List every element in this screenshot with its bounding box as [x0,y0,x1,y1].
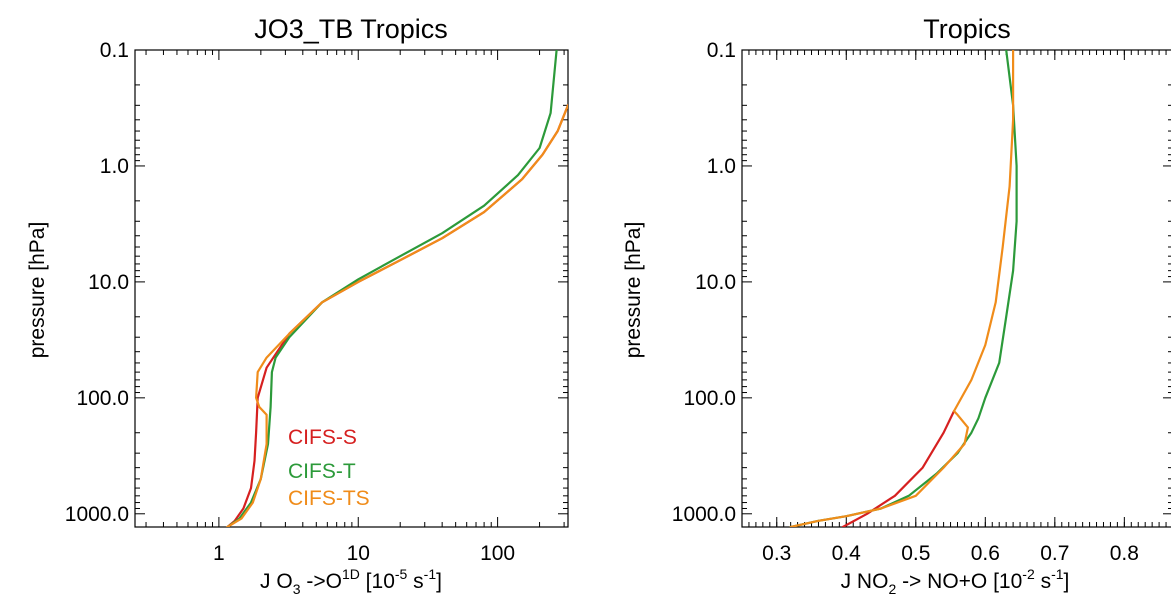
jno2-y-tick-label: 1.0 [707,155,736,178]
jo3-line-cifs-t [226,50,558,527]
jo3-series-lines [226,50,568,527]
jno2-y-tick-label: 1000.0 [672,503,736,526]
jo3-y-axis-label: pressure [hPa] [26,222,49,359]
jno2-x-axis-label: J NO2 -> NO+O [10-2 s-1] [841,566,1070,596]
jno2-x-tick-label: 0.7 [1040,542,1069,565]
jno2-x-tick-label: 0.6 [971,542,1000,565]
jo3-line-cifs-s [226,104,568,527]
jno2-line-cifs-t [789,50,1018,527]
jo3-x-tick-label: 100 [480,542,515,565]
jno2-chart: Tropics pressure [hPa] J NO2 -> NO+O [10… [622,14,1171,596]
jo3-x-tick-label: 1 [213,542,225,565]
legend-entry-cifs-t: CIFS-T [288,460,356,483]
jno2-y-tick-label: 0.1 [707,39,736,62]
jno2-axis-ticks: 0.1 1.0 10.0 100.0 1000.0 0.3 0.4 0.5 0.6 0.7 0.8 [672,39,1171,565]
jno2-line-cifs-s [841,410,956,527]
jno2-chart-title: Tropics [923,14,1011,44]
jo3-x-tick-label: 10 [347,542,370,565]
jo3-axis-ticks: 0.1 1.0 10.0 100.0 1000.0 1 10 100 [65,39,568,565]
jo3-line-cifs-ts [226,104,568,527]
legend-entry-cifs-ts: CIFS-TS [288,487,370,510]
jo3-x-axis-label: J O3 ->O1D [10-5 s-1] [260,566,442,596]
jno2-series-lines [789,50,1018,527]
jo3-chart-title: JO3_TB Tropics [254,14,448,44]
jno2-y-tick-label: 100.0 [683,387,736,410]
jo3-chart: JO3_TB Tropics pressure [hPa] J O3 ->O1D… [26,14,569,596]
legend: CIFS-S CIFS-T CIFS-TS [288,426,370,510]
jno2-x-tick-label: 0.5 [901,542,930,565]
jno2-line-cifs-ts [789,50,1015,527]
jno2-y-tick-label: 10.0 [695,271,736,294]
jo3-y-tick-label: 1000.0 [65,503,129,526]
jo3-y-tick-label: 10.0 [88,271,129,294]
jo3-y-tick-label: 0.1 [100,39,129,62]
jo3-y-tick-label: 100.0 [76,387,129,410]
jo3-y-tick-label: 1.0 [100,155,129,178]
jo3-plot-frame [134,49,569,528]
legend-entry-cifs-s: CIFS-S [288,426,357,449]
jno2-y-axis-label: pressure [hPa] [622,222,645,359]
jno2-x-tick-label: 0.3 [762,542,791,565]
jno2-x-tick-label: 0.4 [832,542,862,565]
jno2-x-tick-label: 0.8 [1110,542,1139,565]
